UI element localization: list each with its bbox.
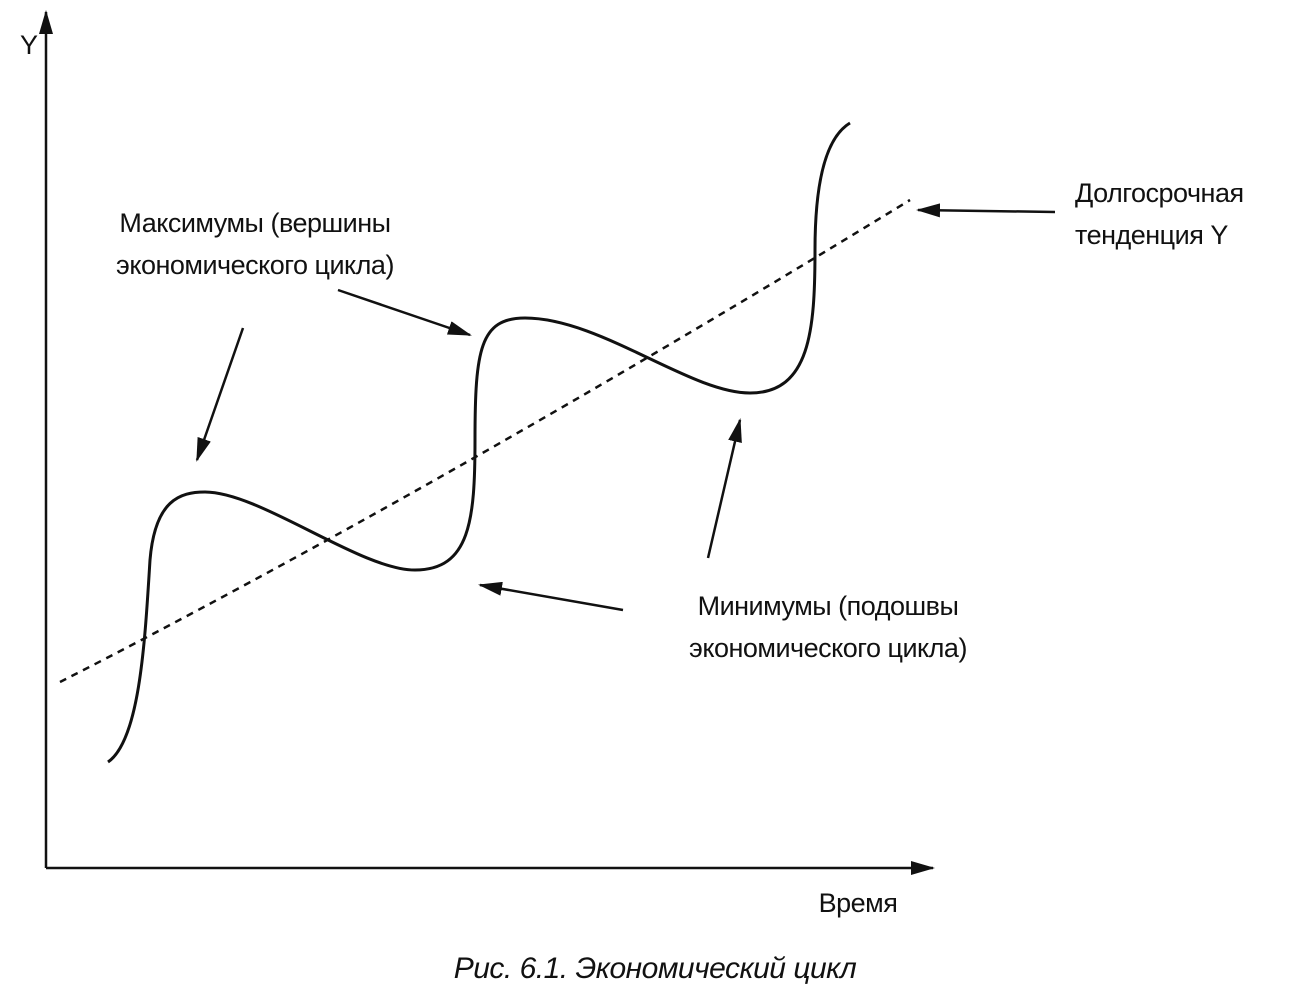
- cycle-curve: [107, 121, 851, 764]
- arrow: [916, 203, 1056, 218]
- arrow: [478, 581, 624, 612]
- minima-label: экономического цикла): [689, 633, 967, 663]
- x-axis-label: Время: [819, 888, 898, 918]
- maxima-label: экономического цикла): [116, 250, 394, 280]
- arrow: [337, 288, 472, 337]
- trend-line: [59, 198, 911, 684]
- trend-label: Долгосрочная: [1075, 178, 1244, 208]
- y-axis-label: Y: [20, 30, 38, 60]
- maxima-label: Максимумы (вершины: [119, 208, 390, 238]
- trend-label: тенденция Y: [1075, 220, 1228, 250]
- caption: Рис. 6.1. Экономический цикл: [454, 952, 857, 985]
- arrow: [195, 327, 245, 462]
- minima-label: Минимумы (подошвы: [698, 591, 959, 621]
- arrow: [706, 418, 742, 559]
